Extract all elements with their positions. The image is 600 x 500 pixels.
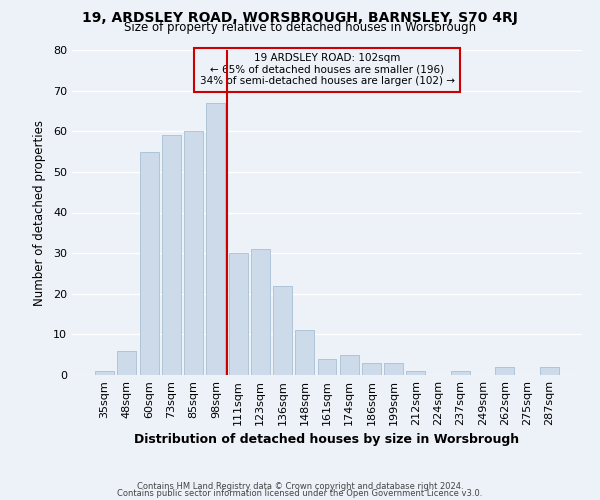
X-axis label: Distribution of detached houses by size in Worsbrough: Distribution of detached houses by size …: [134, 434, 520, 446]
Y-axis label: Number of detached properties: Number of detached properties: [33, 120, 46, 306]
Bar: [340, 354, 359, 375]
Bar: [184, 131, 203, 375]
Bar: [251, 249, 270, 375]
Bar: [540, 367, 559, 375]
Bar: [496, 367, 514, 375]
Text: Contains public sector information licensed under the Open Government Licence v3: Contains public sector information licen…: [118, 489, 482, 498]
Bar: [140, 152, 158, 375]
Text: 19 ARDSLEY ROAD: 102sqm
← 65% of detached houses are smaller (196)
34% of semi-d: 19 ARDSLEY ROAD: 102sqm ← 65% of detache…: [199, 53, 455, 86]
Bar: [95, 371, 114, 375]
Bar: [317, 359, 337, 375]
Text: Size of property relative to detached houses in Worsbrough: Size of property relative to detached ho…: [124, 22, 476, 35]
Bar: [162, 136, 181, 375]
Bar: [229, 253, 248, 375]
Bar: [384, 363, 403, 375]
Bar: [206, 103, 225, 375]
Bar: [118, 350, 136, 375]
Bar: [273, 286, 292, 375]
Bar: [406, 371, 425, 375]
Text: 19, ARDSLEY ROAD, WORSBROUGH, BARNSLEY, S70 4RJ: 19, ARDSLEY ROAD, WORSBROUGH, BARNSLEY, …: [82, 11, 518, 25]
Text: Contains HM Land Registry data © Crown copyright and database right 2024.: Contains HM Land Registry data © Crown c…: [137, 482, 463, 491]
Bar: [362, 363, 381, 375]
Bar: [295, 330, 314, 375]
Bar: [451, 371, 470, 375]
